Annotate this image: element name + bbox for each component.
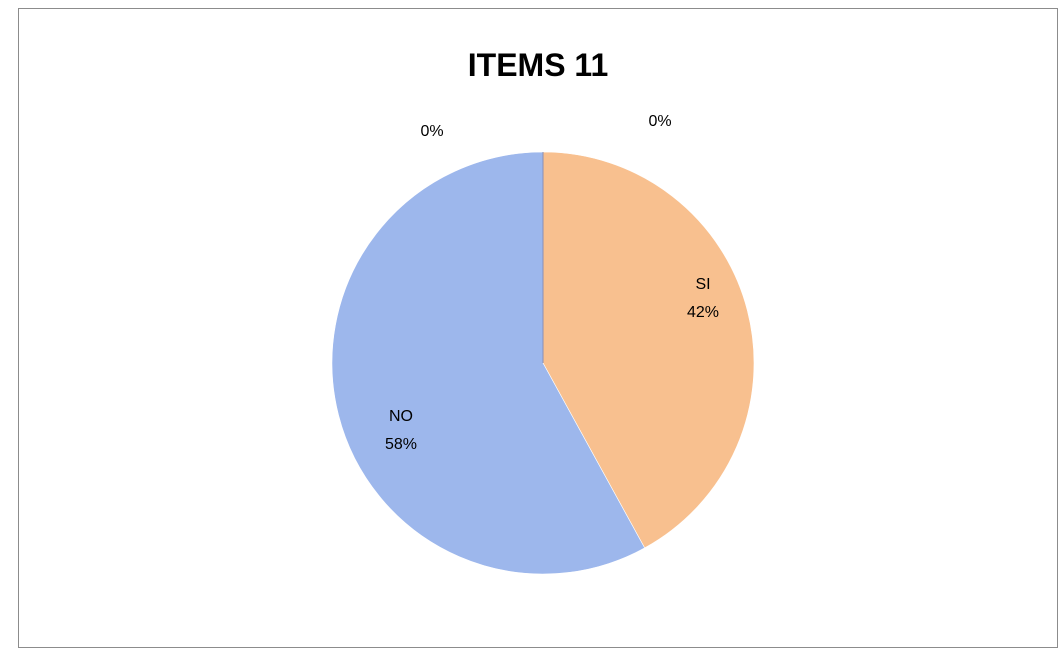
- data-label-zero-3: 0%: [648, 113, 671, 130]
- chart-frame: ITEMS 11 SI 42% NO 58% 0% 0%: [18, 8, 1058, 648]
- data-label-no: NO 58%: [385, 408, 417, 453]
- pie-slice-si: [542, 151, 755, 549]
- pie-data-labels: SI 42% NO 58% 0% 0%: [385, 113, 719, 453]
- data-label-zero-2: 0%: [420, 123, 443, 140]
- pie-slices: [331, 151, 755, 575]
- pie-slice-no: [331, 151, 646, 575]
- data-label-si: SI 42%: [687, 276, 719, 321]
- chart-title: ITEMS 11: [467, 47, 609, 83]
- pie-chart: SI 42% NO 58% 0% 0%: [331, 113, 755, 575]
